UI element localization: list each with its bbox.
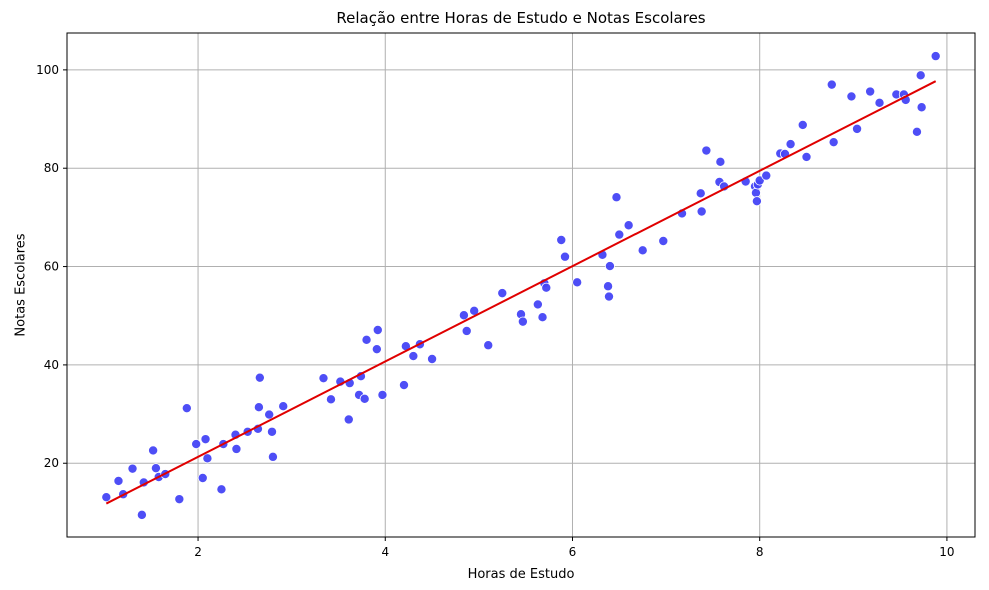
scatter-point <box>181 403 192 414</box>
scatter-point <box>150 463 161 474</box>
x-tick-label: 2 <box>194 545 202 559</box>
scatter-point <box>377 389 388 400</box>
scatter-point <box>695 188 706 199</box>
scatter-point <box>278 401 289 412</box>
scatter-points <box>101 51 941 520</box>
scatter-point <box>801 151 812 162</box>
y-tick-label: 80 <box>44 161 59 175</box>
scatter-point <box>603 281 614 292</box>
y-axis-label: Notas Escolares <box>14 233 29 336</box>
scatter-point <box>216 484 227 495</box>
scatter-point <box>202 453 213 464</box>
scatter-point <box>701 145 712 156</box>
x-tick-label: 6 <box>569 545 577 559</box>
scatter-point <box>572 277 583 288</box>
scatter-point <box>852 123 863 134</box>
scatter-point <box>930 51 941 62</box>
scatter-point <box>658 235 669 246</box>
scatter-point <box>696 206 707 217</box>
axis-ticks: 2 4 6 8 10 20 40 60 80 100 <box>36 63 954 559</box>
x-axis-label: Horas de Estudo <box>468 567 575 582</box>
scatter-point <box>231 443 242 454</box>
scatter-point <box>537 312 548 323</box>
scatter-point <box>750 187 761 198</box>
x-tick-label: 8 <box>756 545 764 559</box>
scatter-point <box>127 463 138 474</box>
x-tick-label: 10 <box>939 545 954 559</box>
scatter-point <box>611 192 622 203</box>
scatter-point <box>828 137 839 148</box>
regression-line <box>105 80 937 505</box>
x-tick-label: 4 <box>381 545 389 559</box>
scatter-point <box>865 86 876 97</box>
scatter-point <box>623 220 634 231</box>
scatter-point <box>200 434 211 445</box>
scatter-point <box>603 291 614 302</box>
y-tick-label: 100 <box>36 63 59 77</box>
scatter-point <box>371 344 382 355</box>
scatter-point <box>916 102 927 113</box>
scatter-point <box>136 509 147 520</box>
grid-lines <box>67 33 975 537</box>
scatter-point <box>715 156 726 167</box>
scatter-point <box>359 393 370 404</box>
scatter-point <box>254 372 265 383</box>
scatter-point <box>318 373 329 384</box>
scatter-point <box>427 354 438 365</box>
scatter-point <box>517 316 528 327</box>
scatter-point <box>461 325 472 336</box>
scatter-point <box>267 451 278 462</box>
y-tick-label: 20 <box>44 456 59 470</box>
scatter-point <box>797 119 808 130</box>
scatter-point <box>846 91 857 102</box>
scatter-point <box>113 475 124 486</box>
scatter-point <box>197 472 208 483</box>
scatter-point <box>497 288 508 299</box>
scatter-point <box>604 261 615 272</box>
scatter-point <box>361 334 372 345</box>
scatter-point <box>541 282 552 293</box>
scatter-point <box>253 402 264 413</box>
scatter-point <box>826 79 837 90</box>
scatter-point <box>761 170 772 181</box>
y-tick-label: 40 <box>44 358 59 372</box>
scatter-point <box>915 70 926 81</box>
y-tick-label: 60 <box>44 260 59 274</box>
scatter-point <box>614 229 625 240</box>
scatter-point <box>267 426 278 437</box>
scatter-point <box>398 380 409 391</box>
scatter-point <box>343 414 354 425</box>
scatter-point <box>174 494 185 505</box>
scatter-point <box>911 126 922 137</box>
scatter-point <box>556 235 567 246</box>
scatter-point <box>408 351 419 362</box>
scatter-point <box>264 409 275 420</box>
scatter-point <box>559 251 570 262</box>
scatter-point <box>532 299 543 310</box>
scatter-point <box>458 310 469 321</box>
scatter-point <box>148 445 159 456</box>
scatter-point <box>191 439 202 450</box>
scatter-point <box>637 245 648 256</box>
scatter-point <box>785 139 796 150</box>
regression-line-group <box>105 80 937 505</box>
scatter-point <box>372 324 383 335</box>
scatter-point <box>751 196 762 207</box>
chart-title: Relação entre Horas de Estudo e Notas Es… <box>336 9 705 27</box>
scatter-point <box>325 394 336 405</box>
scatter-point <box>874 97 885 108</box>
scatter-point <box>101 492 112 503</box>
scatter-point <box>483 340 494 351</box>
plot-area-frame <box>66 32 976 538</box>
